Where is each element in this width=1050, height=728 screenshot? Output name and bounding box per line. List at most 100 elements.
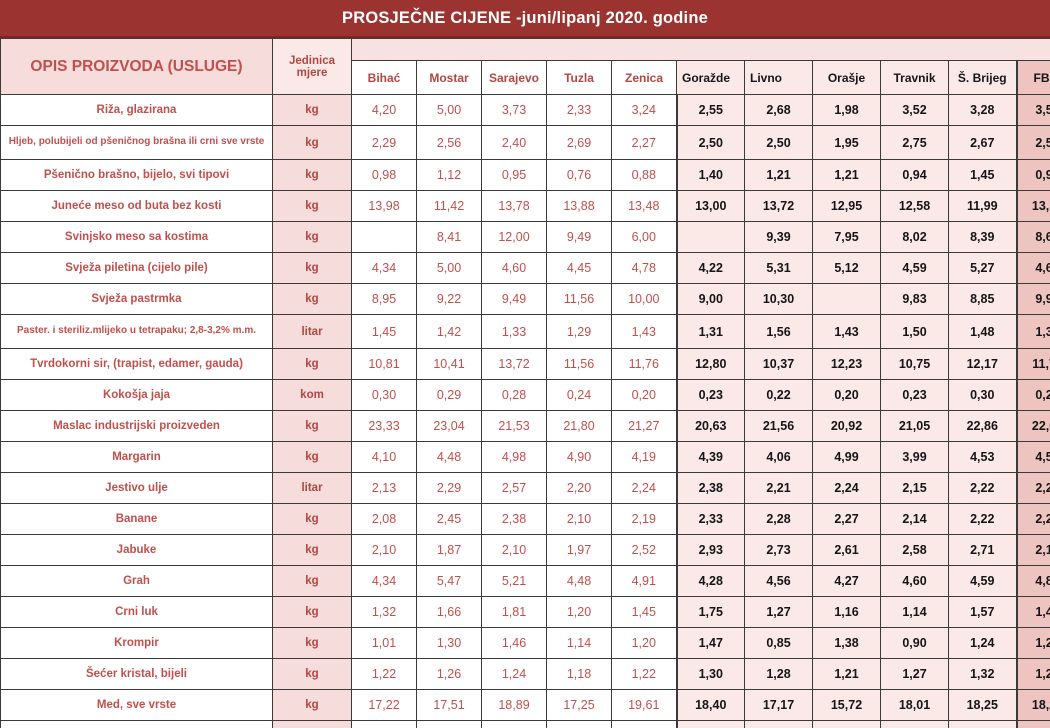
cell-price: 2,56 [416, 125, 482, 160]
cell-price: 13,72 [481, 348, 547, 380]
cell-price: 1,22 [351, 658, 417, 690]
table-row: Mliječna čokolada, bez dodatakakg16,1619… [0, 720, 1050, 728]
cell-price: 5,00 [416, 252, 482, 284]
cell-price: 3,28 [948, 94, 1017, 126]
cell-price: 10,30 [744, 283, 813, 315]
cell-product-name: Svježa pastrmka [0, 283, 273, 315]
cell-price: 0,85 [744, 627, 813, 659]
cell-price: 1,16 [812, 596, 881, 628]
cell-unit: kg [272, 125, 352, 160]
table-row: Margarin kg 4,10 4,48 4,98 4,90 4,19 4,39 4,06 4,… [0, 441, 1050, 473]
cell-price: 2,45 [416, 503, 482, 535]
table-row: Tvrdokorni sir, (trapist, edamer, gauda)… [0, 348, 1050, 380]
cell-price: 12,58 [880, 190, 949, 222]
cell-price: 21,53 [481, 410, 547, 442]
cell-price: 4,10 [351, 441, 417, 473]
cell-unit: kg [272, 221, 352, 253]
table-body: Riža, glazirana kg 4,20 5,00 3,73 2,33 3,24 2,5… [0, 94, 1050, 728]
cell-price: 1,38 [1015, 314, 1050, 349]
cell-price: 0,30 [351, 379, 417, 411]
cell-price: 1,47 [675, 627, 745, 659]
cell-product-name: Margarin [0, 441, 273, 473]
header-col-tuzla[interactable]: Tuzla [546, 60, 612, 95]
header-col-gorazde[interactable]: Goražde [676, 60, 745, 95]
cell-price: 2,29 [416, 472, 482, 504]
cell-price: 4,27 [812, 565, 881, 597]
header-row-cities: Bihać Mostar Sarajevo Tuzla Zenica Goraž… [1, 60, 1050, 95]
cell-price: 5,21 [481, 565, 547, 597]
cell-price: 4,34 [351, 565, 417, 597]
cell-price: 10,37 [744, 348, 813, 380]
cell-price: 2,52 [1015, 125, 1050, 160]
cell-price: 12,95 [812, 190, 881, 222]
cell-price: 1,43 [812, 314, 881, 349]
cell-price: 2,57 [481, 472, 547, 504]
cell-price: 1,14 [546, 627, 612, 659]
cell-price: 2,23 [1015, 503, 1050, 535]
cell-price: 1,66 [416, 596, 482, 628]
cell-price: 1,45 [948, 159, 1017, 191]
cell-price: 13,98 [351, 190, 417, 222]
header-col-mostar[interactable]: Mostar [416, 60, 482, 95]
cell-price: 2,29 [351, 125, 417, 160]
cell-price: 5,47 [416, 565, 482, 597]
table-row: Riža, glazirana kg 4,20 5,00 3,73 2,33 3,24 2,5… [0, 94, 1050, 126]
cell-price: 13,78 [481, 190, 547, 222]
cell-unit: kom [272, 379, 352, 411]
table-row: Hljeb, polubijeli od pšeničnog brašna il… [0, 125, 1050, 160]
header-col-sarajevo[interactable]: Sarajevo [481, 60, 547, 95]
cell-price: 1,38 [812, 627, 881, 659]
cell-price: 13,88 [546, 190, 612, 222]
cell-price: 12,80 [675, 348, 745, 380]
cell-price: 5,12 [812, 252, 881, 284]
cell-price: 1,20 [611, 627, 677, 659]
cell-price: 16,53 [812, 720, 881, 728]
cell-price [675, 221, 745, 253]
header-col-bihac[interactable]: Bihać [351, 60, 417, 95]
cell-unit: kg [272, 627, 352, 659]
cell-price: 12,17 [948, 348, 1017, 380]
cell-price: 0,95 [481, 159, 547, 191]
cell-price: 19,85 [416, 720, 482, 728]
cell-unit: kg [272, 159, 352, 191]
cell-unit: kg [272, 190, 352, 222]
cell-price: 17,17 [744, 689, 813, 721]
header-col-s-brijeg[interactable]: Š. Brijeg [948, 60, 1017, 95]
cell-product-name: Svježa piletina (cijelo pile) [0, 252, 273, 284]
table-row: Crni luk kg 1,32 1,66 1,81 1,20 1,45 1,75 1,27 1,… [0, 596, 1050, 628]
header-col-travnik[interactable]: Travnik [880, 60, 949, 95]
cell-price: 17,70 [948, 720, 1017, 728]
cell-price: 1,28 [744, 658, 813, 690]
cell-price: 2,38 [481, 503, 547, 535]
cell-price: 1,18 [546, 658, 612, 690]
cell-price: 13,72 [744, 190, 813, 222]
cell-product-name: Krompir [0, 627, 273, 659]
cell-price: 17,25 [546, 689, 612, 721]
cell-price [351, 221, 417, 253]
cell-price: 2,21 [744, 472, 813, 504]
cell-price: 1,20 [546, 596, 612, 628]
cell-price: 0,23 [880, 379, 949, 411]
table-row: Krompir kg 1,01 1,30 1,46 1,14 1,20 1,47 0,85 1,3… [0, 627, 1050, 659]
cell-price: 4,48 [546, 565, 612, 597]
cell-unit: kg [272, 410, 352, 442]
cell-price: 1,57 [948, 596, 1017, 628]
header-col-zenica[interactable]: Zenica [611, 60, 677, 95]
header-col-fbih[interactable]: FBIH [1015, 60, 1050, 95]
cell-price: 1,01 [351, 627, 417, 659]
cell-price: 10,00 [611, 283, 677, 315]
cell-price: 8,39 [948, 221, 1017, 253]
cell-price: 1,24 [948, 627, 1017, 659]
cell-price: 2,50 [744, 125, 813, 160]
header-col-orasje[interactable]: Orašje [812, 60, 881, 95]
cell-price: 0,94 [880, 159, 949, 191]
cell-price: 2,08 [351, 503, 417, 535]
cell-price: 11,56 [546, 283, 612, 315]
cell-price: 12,00 [481, 221, 547, 253]
cell-price: 0,24 [546, 379, 612, 411]
cell-price: 4,98 [481, 441, 547, 473]
cell-price: 5,00 [416, 94, 482, 126]
cell-unit: kg [272, 720, 352, 728]
header-col-livno[interactable]: Livno [744, 60, 813, 95]
